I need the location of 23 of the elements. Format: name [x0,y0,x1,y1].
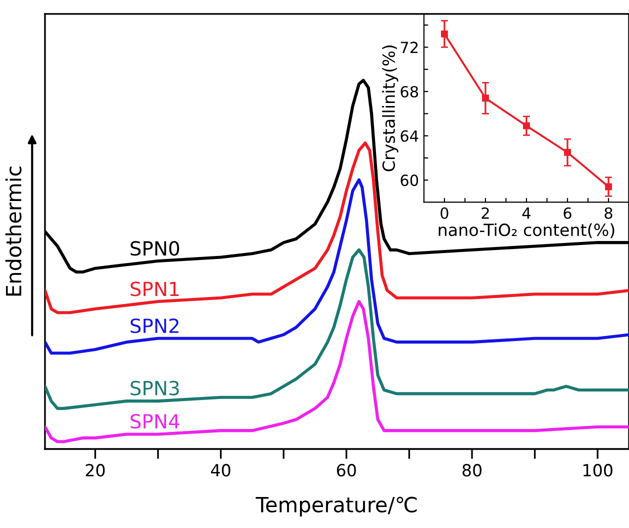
y-tick-label: 64 [400,130,418,142]
series-label: SPN1 [130,282,179,296]
x-tick-label: 6 [564,207,572,219]
x-tick-label: 4 [522,208,530,219]
series-label: SPN3 [130,380,179,396]
y-tick-label: 60 [400,174,418,186]
x-tick-label: 2 [482,207,489,219]
x-tick-label: 60 [336,464,356,476]
y-axis-title: Crystallinity(%) [382,45,398,172]
x-tick-label: 8 [604,207,612,219]
series-label: SPN2 [130,318,178,334]
x-axis-title: nano-TiO₂ content(%) [438,223,614,238]
x-tick-label: 20 [86,464,105,476]
series-label: SPN4 [130,414,180,429]
x-tick-label: 80 [462,464,482,476]
x-tick-label: 40 [211,464,230,476]
y-tick-label: 72 [400,42,418,54]
y-axis-title: Endothermic [5,166,22,296]
y-tick-label: 68 [400,86,418,98]
x-tick-label: 100 [584,464,612,476]
x-axis-title: Temperature/℃ [256,496,417,517]
series-label: SPN0 [130,241,180,256]
x-tick-label: 0 [440,207,448,219]
